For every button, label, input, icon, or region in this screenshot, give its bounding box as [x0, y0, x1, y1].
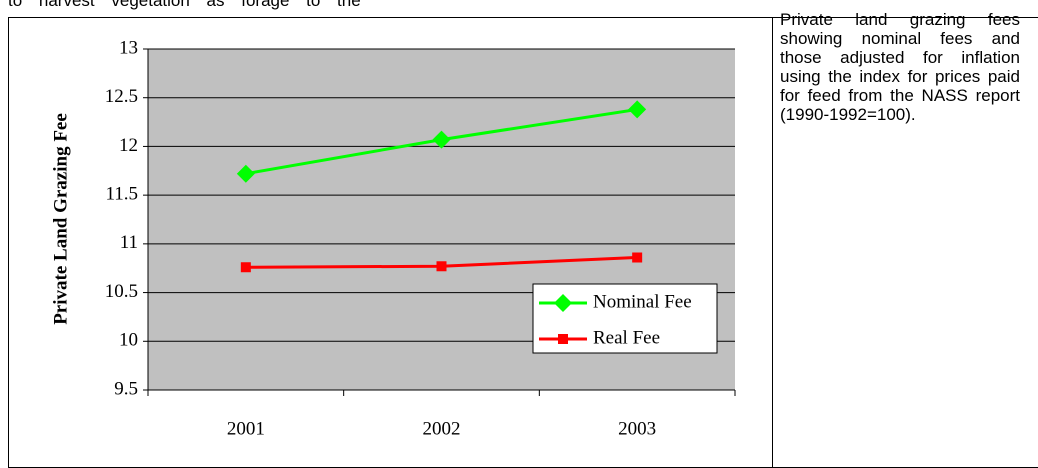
x-tick-label: 2002: [423, 418, 461, 439]
data-point: [240, 262, 251, 273]
data-point: [436, 261, 447, 272]
legend-label: Real Fee: [593, 327, 660, 348]
y-tick-label: 13: [119, 37, 138, 58]
y-tick-label: 10: [119, 330, 138, 351]
y-axis-label: Private Land Grazing Fee: [50, 113, 71, 325]
data-point: [432, 130, 451, 149]
chart: Private Land Grazing Fee 9.5 10 10.5 11 11.5…: [50, 37, 736, 439]
y-tick-label: 12: [119, 135, 138, 156]
legend-marker: [554, 294, 572, 312]
body-text: to harvest vegetation as forage to the: [8, 0, 361, 10]
data-point: [632, 252, 643, 263]
legend-label: Nominal Fee: [593, 291, 692, 312]
y-tick-label: 12.5: [105, 86, 138, 107]
caption: Private land grazing fees showing nomina…: [780, 10, 1020, 125]
data-point: [628, 100, 647, 119]
legend-marker: [558, 334, 568, 344]
x-tick-label: 2003: [618, 418, 656, 439]
y-tick-label: 11: [120, 232, 138, 253]
y-tick-label: 11.5: [105, 184, 138, 205]
cell-divider: [772, 17, 773, 468]
y-tick-label: 10.5: [105, 281, 138, 302]
x-tick-label: 2001: [227, 418, 265, 439]
y-tick-label: 9.5: [114, 378, 138, 399]
data-point: [236, 164, 255, 183]
